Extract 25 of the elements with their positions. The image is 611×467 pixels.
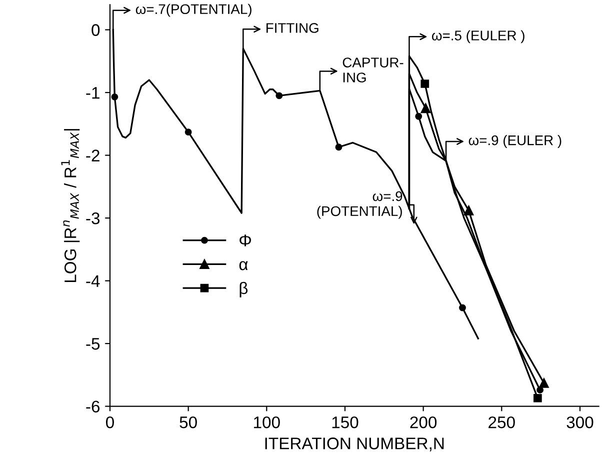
annotation: ω=.7(POTENTIAL)	[136, 4, 252, 17]
y-tick-label: -4	[86, 275, 100, 287]
annotation: ω=.9 (POTENTIAL)	[317, 191, 402, 219]
annotation: ω=.5 (EULER )	[432, 30, 524, 44]
annotation: ω=.9 (EULER )	[468, 135, 562, 148]
legend-label: Φ	[240, 234, 251, 246]
x-tick-label: 200	[410, 416, 437, 428]
x-tick-label: 250	[488, 416, 515, 428]
y-tick-label: 0	[92, 24, 100, 36]
annotation: CAPTUR- ING	[342, 58, 404, 82]
y-tick-label: -2	[86, 150, 100, 162]
x-tick-label: 150	[332, 416, 358, 428]
y-tick-label: -6	[86, 400, 100, 412]
y-axis-title: LOG |R$^{n}$$_{MAX}$ / R$^{1}$$_{MAX}$|	[61, 129, 80, 282]
x-tick-label: 100	[254, 416, 280, 428]
x-tick-label: 50	[180, 416, 197, 428]
annotation: FITTING	[266, 23, 318, 33]
x-tick-label: 300	[566, 416, 594, 428]
y-tick-label: -1	[86, 87, 100, 99]
legend-label: β	[240, 282, 248, 298]
x-axis-title: ITERATION NUMBER,N	[265, 438, 444, 452]
y-tick-label: -3	[86, 212, 100, 224]
x-tick-label: 0	[106, 416, 114, 428]
legend-label: α	[239, 261, 248, 270]
y-tick-label: -5	[86, 338, 100, 350]
